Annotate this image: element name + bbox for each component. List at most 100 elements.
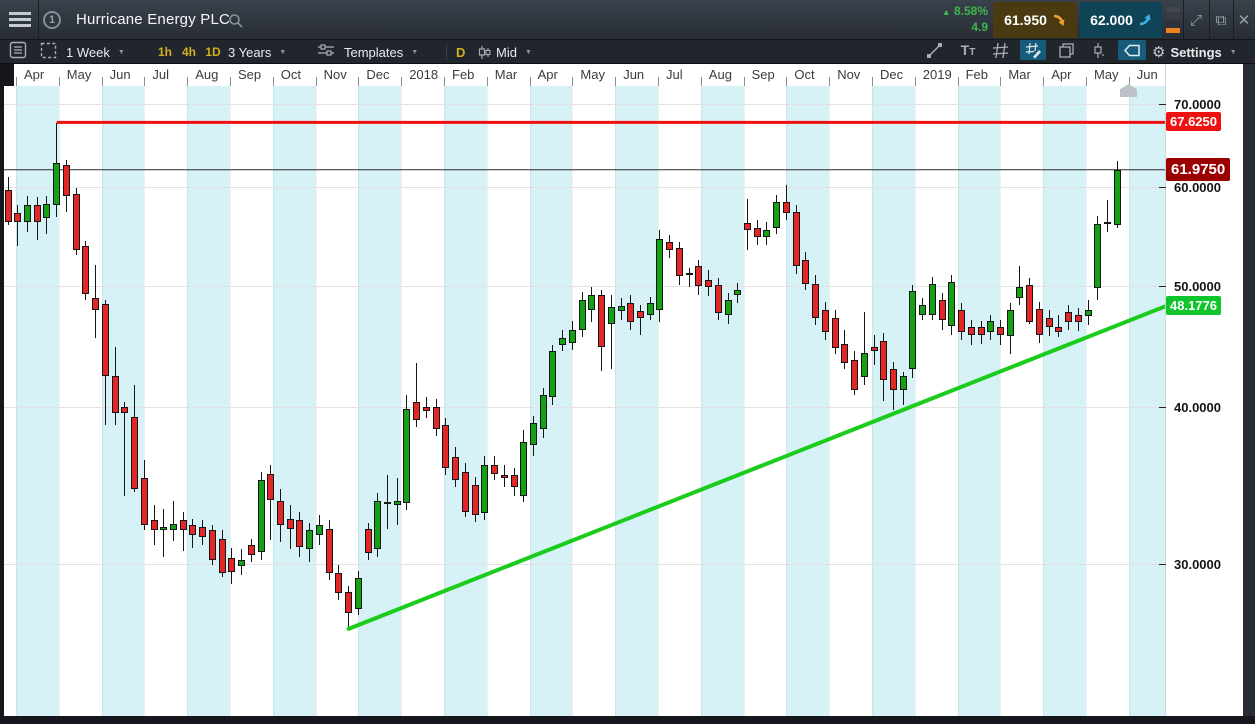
x-axis-tick: [743, 77, 745, 86]
x-axis-label: Nov: [837, 67, 861, 82]
candle-wick: [1019, 266, 1021, 305]
candle-body: [354, 578, 362, 609]
candle-body: [199, 526, 207, 538]
latest-bar-marker[interactable]: [1120, 84, 1137, 97]
y-axis-label: 70.0000: [1174, 96, 1221, 112]
candle-body: [831, 317, 839, 348]
candle-body: [792, 212, 800, 266]
candle-body: [92, 298, 100, 310]
x-axis-tick: [700, 77, 702, 86]
x-axis-tick: [187, 77, 189, 86]
candle-body: [705, 279, 713, 288]
price-depth-ladder-icon[interactable]: [1166, 7, 1180, 35]
candle-body: [82, 245, 90, 294]
text-tool-icon[interactable]: TT: [960, 42, 976, 58]
x-axis-tick: [358, 77, 360, 86]
candle-wick: [172, 500, 174, 541]
vertical-gridline: [486, 86, 488, 716]
candle-body: [889, 369, 897, 390]
candle-body: [1035, 309, 1043, 336]
candle-body: [1113, 169, 1121, 225]
x-axis-tick: [58, 77, 60, 86]
chart-canvas[interactable]: [0, 86, 1165, 716]
candle-body: [870, 347, 878, 351]
candle-close-mode-button[interactable]: D: [456, 40, 465, 64]
candle-body: [72, 193, 80, 250]
candle-body: [306, 530, 314, 550]
x-axis-tick: [144, 77, 146, 86]
x-axis-label: Apr: [24, 67, 45, 82]
x-axis-tick: [230, 77, 231, 86]
x-axis-label: Mar: [1008, 67, 1031, 82]
indicator-settings-icon[interactable]: [314, 40, 338, 60]
y-axis-label: 30.0000: [1174, 556, 1221, 572]
templates-dropdown[interactable]: Templates ▼: [344, 40, 418, 64]
candle-body: [276, 500, 284, 526]
x-axis-label: May: [580, 67, 605, 82]
vertical-gridline: [743, 86, 745, 716]
candle-wick: [688, 267, 690, 288]
range-dropdown[interactable]: 3 Years ▼: [228, 40, 286, 64]
search-icon[interactable]: [228, 13, 244, 29]
timeframe-button-1D[interactable]: 1D: [205, 45, 221, 59]
candle-body: [987, 320, 995, 332]
popout-window-icon[interactable]: ⧉: [1215, 11, 1227, 29]
x-axis-tick: [957, 77, 959, 86]
settings-dropdown[interactable]: ⚙ Settings ▼: [1152, 40, 1237, 64]
duplicate-chart-icon[interactable]: [1054, 40, 1078, 60]
grid-layout-icon[interactable]: [36, 40, 60, 60]
x-axis-label: 2018: [409, 67, 439, 82]
candle-body: [111, 375, 119, 413]
symbol-title: Hurricane Energy PLC: [76, 11, 231, 28]
vertical-gridline: [786, 86, 788, 716]
timeframe-button-1h[interactable]: 1h: [157, 45, 172, 59]
candle-body: [744, 222, 751, 230]
vertical-gridline: [444, 86, 445, 716]
candle-body: [33, 204, 41, 222]
period-dropdown[interactable]: 1 Week ▼: [66, 40, 125, 64]
templates-label: Templates: [344, 44, 404, 60]
expand-window-icon[interactable]: ⤢: [1189, 11, 1202, 29]
x-axis-label: Jun: [109, 67, 131, 82]
candle-wick: [163, 508, 165, 558]
candle-wick: [640, 305, 641, 336]
sell-price-button[interactable]: 61.950: [993, 2, 1077, 38]
divider: [1183, 0, 1184, 40]
price-source-dropdown[interactable]: Mid ▼: [478, 40, 532, 64]
price-label-tool-icon[interactable]: [1118, 40, 1146, 60]
y-axis-tick: [1159, 286, 1166, 288]
candle-body: [568, 330, 576, 343]
candle-body: [967, 326, 975, 336]
candle-body: [296, 520, 304, 548]
candle-body: [724, 300, 732, 316]
candle-body: [529, 423, 537, 446]
change-percent: 8.58%: [953, 4, 988, 18]
order-ticket-icon[interactable]: [6, 40, 30, 60]
candle-body: [393, 500, 401, 506]
vertical-gridline: [315, 86, 317, 716]
candle-body: [491, 464, 498, 474]
candle-body: [286, 518, 294, 529]
x-axis-label-row: Apr May Jun Jul Aug Sep Oct Nov Dec 2018 Feb Mar Apr…: [0, 64, 1165, 86]
trendline-tool-icon[interactable]: [922, 40, 946, 60]
timeframe-button-4h[interactable]: 4h: [181, 45, 196, 59]
candle-body: [1055, 326, 1063, 332]
y-axis-tick: [1159, 103, 1166, 105]
x-axis-label: Apr: [537, 67, 558, 82]
candle-body: [53, 163, 61, 205]
gridlines-toggle-icon[interactable]: [988, 40, 1012, 60]
snap-to-grid-icon[interactable]: [1020, 40, 1046, 60]
position-indicator-icon[interactable]: 1: [43, 11, 61, 29]
hamburger-menu-icon[interactable]: [9, 12, 31, 28]
ohlc-marker-icon[interactable]: [1086, 40, 1110, 60]
candle-body: [782, 202, 790, 214]
candle-body: [627, 303, 635, 323]
buy-price-button[interactable]: 62.000: [1080, 2, 1162, 38]
y-axis: 70.0000 60.0000 50.0000 40.0000 30.0000 67.62…: [1159, 64, 1243, 716]
period-label: 1 Week: [66, 44, 110, 60]
x-axis-label: 2019: [922, 67, 952, 82]
close-icon[interactable]: ✕: [1237, 12, 1251, 29]
chevron-down-icon: ▼: [1229, 48, 1237, 56]
candle-body: [432, 406, 440, 430]
candle-body: [675, 247, 683, 276]
